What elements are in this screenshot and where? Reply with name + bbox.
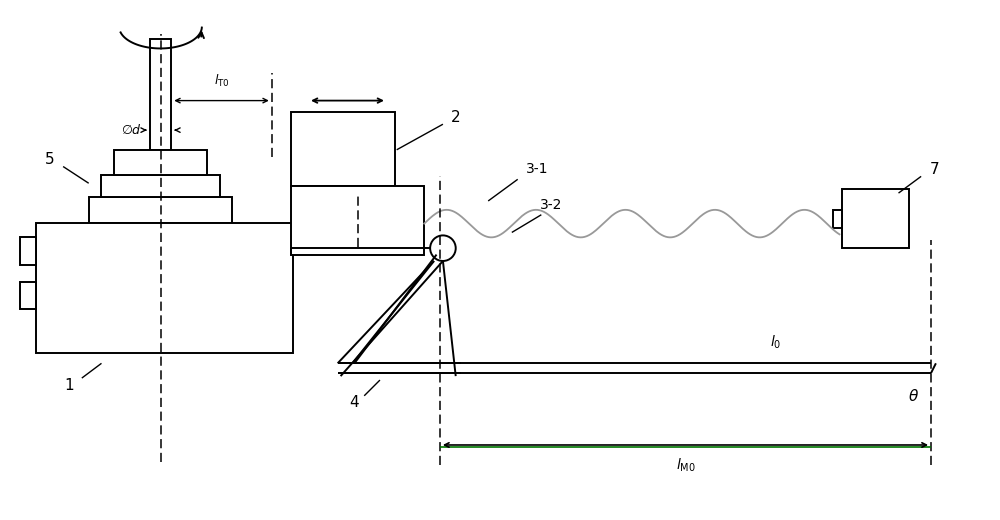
Bar xyxy=(842,189,909,248)
Bar xyxy=(291,186,424,255)
Bar xyxy=(114,150,207,175)
Bar xyxy=(291,112,395,186)
Bar xyxy=(89,197,232,223)
Bar xyxy=(101,175,220,197)
Text: $l_{\rm M0}$: $l_{\rm M0}$ xyxy=(676,457,695,474)
Bar xyxy=(20,282,36,309)
Bar xyxy=(833,210,842,228)
Text: 4: 4 xyxy=(350,395,359,410)
Text: 5: 5 xyxy=(45,152,54,167)
Text: 3-1: 3-1 xyxy=(526,162,549,176)
Bar xyxy=(150,38,171,150)
Bar xyxy=(20,237,36,265)
Text: $l_{\rm T0}$: $l_{\rm T0}$ xyxy=(214,73,229,89)
Text: $l_{0}$: $l_{0}$ xyxy=(770,333,781,350)
Text: 3-2: 3-2 xyxy=(540,198,562,212)
Text: $\varnothing$d: $\varnothing$d xyxy=(121,123,142,137)
Text: $\theta$: $\theta$ xyxy=(908,388,919,404)
Text: 7: 7 xyxy=(930,162,940,177)
Text: 2: 2 xyxy=(451,110,461,125)
Text: 1: 1 xyxy=(64,379,74,394)
Bar xyxy=(36,223,293,354)
